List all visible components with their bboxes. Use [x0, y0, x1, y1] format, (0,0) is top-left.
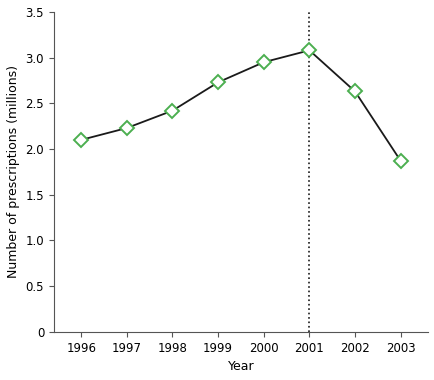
X-axis label: Year: Year	[227, 360, 254, 373]
Y-axis label: Number of prescriptions (millions): Number of prescriptions (millions)	[7, 65, 20, 279]
